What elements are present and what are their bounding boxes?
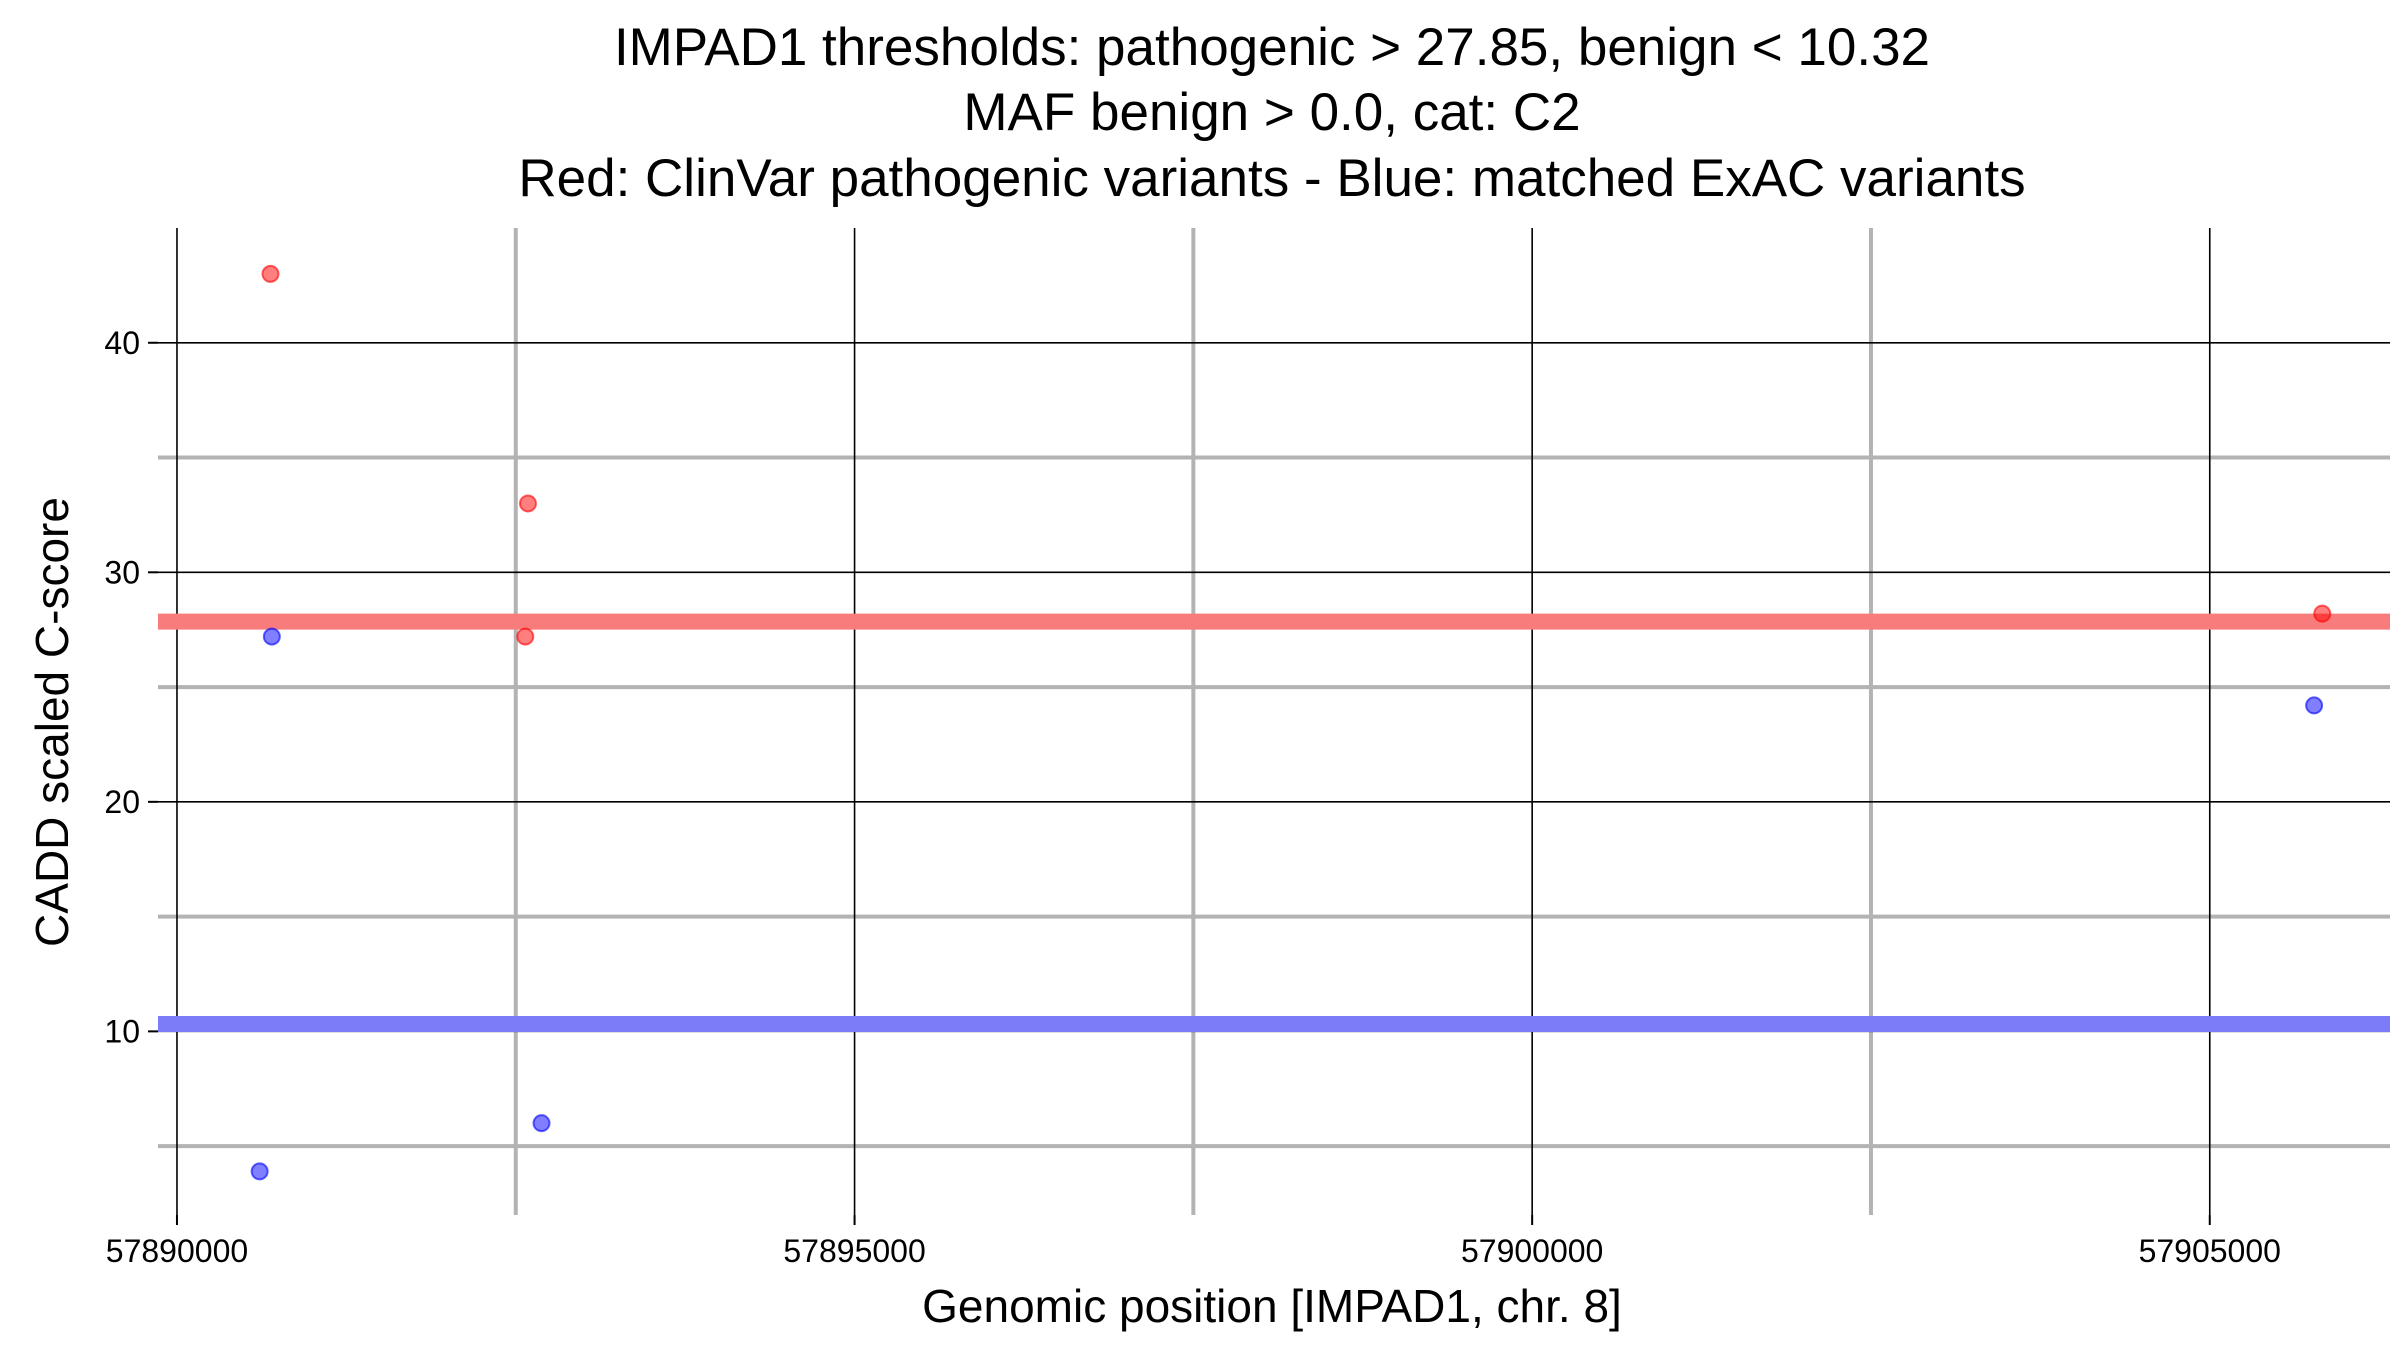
x-tick-label: 57905000	[2139, 1233, 2281, 1269]
x-tick-label: 57890000	[106, 1233, 248, 1269]
clinvar-point	[2313, 604, 2332, 623]
x-tick-label: 57895000	[783, 1233, 925, 1269]
y-tick-label: 40	[104, 325, 140, 361]
exac-point	[250, 1162, 269, 1181]
chart-title-line-2: MAF benign > 0.0, cat: C2	[963, 83, 1580, 142]
major-gridlines	[158, 228, 2390, 1215]
y-axis-label: CADD scaled C-score	[26, 497, 78, 947]
y-tick-label: 30	[104, 554, 140, 590]
y-tick-label: 10	[104, 1013, 140, 1049]
exac-point	[262, 627, 281, 646]
exac-point	[2305, 696, 2324, 715]
exac-point	[532, 1114, 551, 1133]
y-tick-label: 20	[104, 784, 140, 820]
x-tick-label: 57900000	[1461, 1233, 1603, 1269]
chart-title-line-1: IMPAD1 thresholds: pathogenic > 27.85, b…	[614, 18, 1930, 77]
clinvar-point	[518, 494, 537, 513]
data-points	[250, 264, 2332, 1181]
chart-title: IMPAD1 thresholds: pathogenic > 27.85, b…	[518, 18, 2025, 208]
threshold-bands	[158, 613, 2390, 1033]
tick-labels: 10 20 30 40 57890000 57895000 57900000 57905000	[104, 325, 2281, 1269]
clinvar-point	[261, 264, 280, 283]
chart-title-line-3: Red: ClinVar pathogenic variants - Blue:…	[518, 149, 2025, 208]
axes	[148, 341, 2211, 1225]
minor-gridlines	[158, 228, 2390, 1215]
clinvar-point	[516, 627, 535, 646]
x-axis-label: Genomic position [IMPAD1, chr. 8]	[922, 1280, 1622, 1332]
